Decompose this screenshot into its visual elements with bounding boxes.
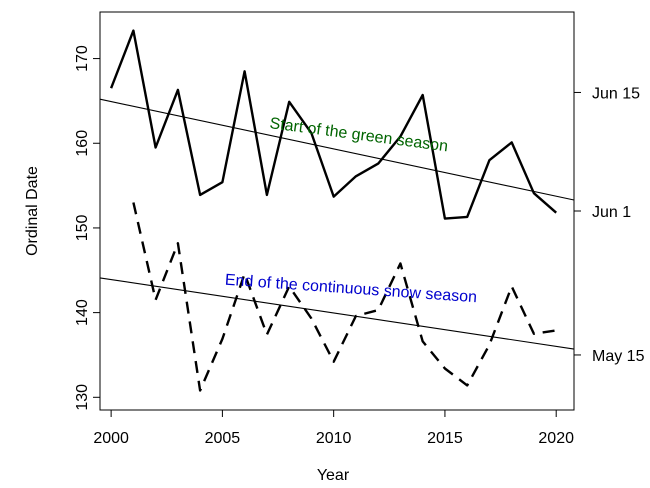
y-axis: 130 140 150 160 170 [74, 45, 100, 411]
annotation-1: Start of the green season [269, 115, 449, 155]
right-tick-label: May 15 [592, 348, 645, 365]
series-line-1 [109, 29, 557, 220]
y-axis-label: Ordinal Date [24, 166, 41, 256]
right-tick-label: Jun 15 [592, 85, 640, 102]
y-tick-label: 150 [74, 214, 91, 241]
y-tick-label: 160 [74, 130, 91, 157]
x-tick-label: 2000 [93, 430, 129, 447]
series-lines [109, 29, 557, 392]
annotation-2: End of the continuous snow season [224, 272, 477, 307]
right-tick-label: Jun 1 [592, 204, 631, 221]
x-tick-label: 2010 [316, 430, 352, 447]
trend-line-1 [99, 98, 575, 201]
right-axis: Jun 15 Jun 1 May 15 [574, 85, 645, 365]
plot-frame [99, 11, 575, 411]
x-axis-label: Year [317, 467, 350, 484]
y-tick-label: 140 [74, 299, 91, 326]
x-tick-label: 2020 [538, 430, 574, 447]
trend-lines [99, 98, 575, 350]
series-line-2 [132, 202, 557, 392]
x-axis: 2000 2005 2010 2015 2020 [93, 410, 574, 447]
x-tick-label: 2005 [205, 430, 241, 447]
x-tick-label: 2015 [427, 430, 463, 447]
annotations: Start of the green season End of the cont… [224, 115, 477, 306]
y-tick-label: 130 [74, 384, 91, 411]
trend-line-2 [99, 277, 575, 350]
y-tick-label: 170 [74, 45, 91, 72]
